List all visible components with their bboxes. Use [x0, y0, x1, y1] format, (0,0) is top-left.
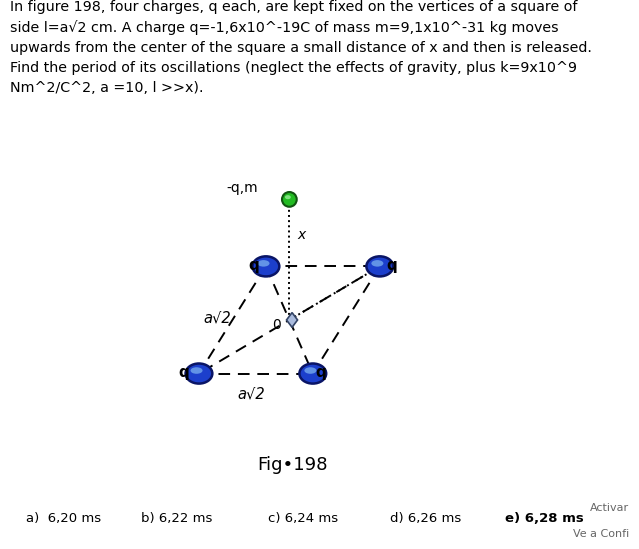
Text: a√2: a√2 [237, 387, 265, 402]
Text: 0: 0 [272, 318, 281, 332]
Text: q: q [249, 258, 259, 273]
Ellipse shape [190, 367, 203, 374]
Text: x: x [298, 227, 306, 242]
Text: Activar: Activar [590, 503, 629, 513]
Ellipse shape [252, 256, 279, 276]
Text: e) 6,28 ms: e) 6,28 ms [505, 512, 583, 525]
Text: In figure 198, four charges, q each, are kept fixed on the vertices of a square : In figure 198, four charges, q each, are… [10, 0, 592, 96]
Text: a)  6,20 ms: a) 6,20 ms [26, 512, 101, 525]
Text: q: q [386, 258, 397, 273]
Text: c) 6,24 ms: c) 6,24 ms [268, 512, 339, 525]
Ellipse shape [300, 363, 326, 384]
Ellipse shape [371, 260, 383, 267]
Ellipse shape [282, 192, 296, 207]
Text: Fig•198: Fig•198 [258, 456, 328, 474]
Ellipse shape [366, 256, 393, 276]
Ellipse shape [258, 260, 270, 267]
Ellipse shape [285, 195, 291, 199]
Text: a√2: a√2 [204, 310, 231, 325]
Ellipse shape [185, 363, 212, 384]
Ellipse shape [304, 367, 316, 374]
Polygon shape [286, 312, 298, 327]
Text: -q,m: -q,m [226, 181, 258, 195]
Text: d) 6,26 ms: d) 6,26 ms [390, 512, 461, 525]
Text: b) 6,22 ms: b) 6,22 ms [141, 512, 212, 525]
Text: q: q [178, 365, 189, 380]
Text: q: q [316, 365, 327, 380]
Text: Ve a Confi: Ve a Confi [573, 529, 629, 539]
